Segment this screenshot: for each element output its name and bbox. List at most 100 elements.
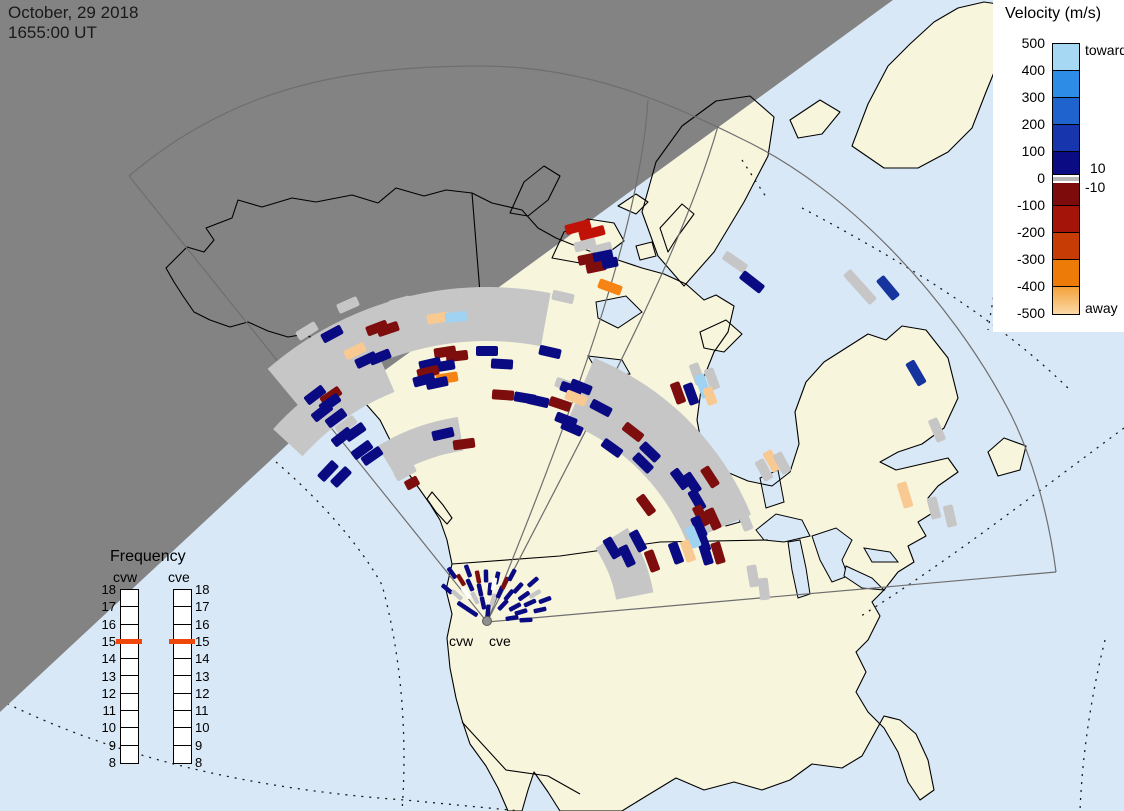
near-range-cell-navy <box>517 591 531 601</box>
velocity-cell-navy <box>639 441 661 463</box>
frequency-legend-title: Frequency <box>110 548 186 565</box>
frequency-legend: Frequency cvw cve 18 17 16 15 14 13 12 11 10 9 8 1… <box>90 548 220 783</box>
velocity-cell-dred <box>445 350 469 362</box>
velocity-cell-gs <box>928 417 946 443</box>
velocity-tick-label: 200 <box>1021 116 1045 132</box>
freq-scale-number: 10 <box>101 720 116 736</box>
fov-right-edge <box>486 571 1057 623</box>
velocity-cell-navy <box>687 488 707 512</box>
us-mexico-border <box>461 721 581 795</box>
velocity-cell-gs <box>393 463 417 481</box>
fov-beam-divider-west <box>486 99 649 623</box>
velocity-tick-label: 500 <box>1021 35 1045 51</box>
zero-lower-label: -10 <box>1085 179 1106 195</box>
velocity-cell-navy <box>320 325 344 343</box>
velocity-cell-navy <box>618 544 636 568</box>
velocity-cell-navy <box>317 460 339 482</box>
near-range-cell-navy <box>487 582 493 596</box>
colorbar-segment <box>1053 287 1079 314</box>
freq-ladder-cell <box>174 607 191 625</box>
velocity-cell-navy <box>425 376 449 390</box>
near-range-cell-navy <box>456 601 470 611</box>
velocity-cell-dred <box>700 465 720 489</box>
velocity-cell-navy <box>354 351 378 369</box>
velocity-cell-gs <box>348 313 372 331</box>
velocity-cell-peach <box>762 449 782 473</box>
velocity-cell-peach <box>680 539 696 563</box>
velocity-cell-dred <box>692 504 710 528</box>
near-range-cell-gs <box>470 591 480 605</box>
freq-radar-label-cve: cve <box>168 569 190 585</box>
velocity-cell-dred <box>491 389 515 401</box>
freq-ladder-cell <box>121 694 138 712</box>
velocity-cell-navy <box>683 382 699 406</box>
away-label: away <box>1085 300 1118 316</box>
freq-ladder-cell <box>121 590 138 608</box>
freq-ladder-cell <box>174 590 191 608</box>
near-range-cell-white <box>460 587 472 599</box>
toward-label: toward <box>1085 42 1124 58</box>
freq-scale-number: 9 <box>195 737 203 753</box>
colorbar-segment <box>1053 183 1079 206</box>
velocity-cell-gs <box>755 458 773 482</box>
velocity-cell-gs <box>336 296 360 314</box>
freq-ladder-cell <box>121 728 138 746</box>
velocity-legend-title: Velocity (m/s) <box>1005 5 1102 22</box>
velocity-cell-orange <box>597 278 623 296</box>
colorbar-segment <box>1053 260 1079 287</box>
velocity-cell-dred <box>710 541 726 565</box>
near-range-cell-navy <box>476 583 484 597</box>
velocity-cell-navy <box>526 394 550 408</box>
freq-scale-number: 14 <box>101 651 116 667</box>
colorbar-segment <box>1053 98 1079 125</box>
velocity-cell-navy <box>350 440 374 460</box>
freq-scale-number: 11 <box>102 703 117 719</box>
freq-ladder-cell <box>174 746 191 763</box>
velocity-cell-gs <box>334 415 358 435</box>
ground-scatter-band <box>267 287 551 411</box>
freq-marker-cvw <box>116 638 142 644</box>
colorbar-segment <box>1053 152 1079 175</box>
freq-radar-label-cvw: cvw <box>113 569 138 585</box>
velocity-cell-gs <box>757 577 771 601</box>
near-range-cell-navy <box>519 617 533 623</box>
freq-scale-number: 15 <box>101 633 116 649</box>
velocity-cell-navy <box>589 399 613 417</box>
velocity-cell-navy <box>538 345 562 359</box>
velocity-cell-navy <box>569 378 593 396</box>
freq-scale-number: 13 <box>195 668 210 684</box>
velocity-cell-gs <box>843 269 877 305</box>
velocity-cell-gs <box>416 300 440 314</box>
near-range-cell-navy <box>464 564 472 578</box>
freq-marker-cve <box>169 638 195 644</box>
radar-site-dot <box>482 616 492 626</box>
near-range-cell-dred <box>456 573 466 587</box>
near-range-cell-navy <box>538 596 552 604</box>
velocity-cell-peach <box>564 389 588 407</box>
near-range-cell-navy <box>533 606 547 614</box>
velocity-cell-navy <box>739 270 765 294</box>
velocity-cell-navy <box>324 408 348 428</box>
velocity-tick-label: -500 <box>1016 305 1045 321</box>
velocity-cell-navy <box>632 452 654 474</box>
velocity-cell-mblue <box>905 359 927 387</box>
near-range-cell-navy <box>497 599 509 611</box>
velocity-colorbar <box>1052 43 1080 315</box>
velocity-cell-red <box>564 219 592 235</box>
near-range-cell-navy <box>465 578 475 592</box>
velocity-cell-gs <box>292 378 314 398</box>
velocity-cell-mblue <box>876 275 900 301</box>
velocity-cell-navy <box>682 471 702 495</box>
near-range-cell-navy <box>523 598 537 608</box>
freq-ladder-cell <box>174 642 191 660</box>
near-range-cell-navy <box>527 576 539 588</box>
velocity-cell-gs <box>773 451 791 475</box>
freq-ladder-cell <box>121 711 138 729</box>
velocity-cell-navy <box>490 358 514 370</box>
velocity-cell-dred <box>670 381 686 405</box>
near-range-cell-navy <box>441 583 453 595</box>
velocity-cell-navy <box>331 427 353 447</box>
velocity-cell-gs <box>295 321 319 341</box>
velocity-cell-lblue <box>444 311 468 323</box>
